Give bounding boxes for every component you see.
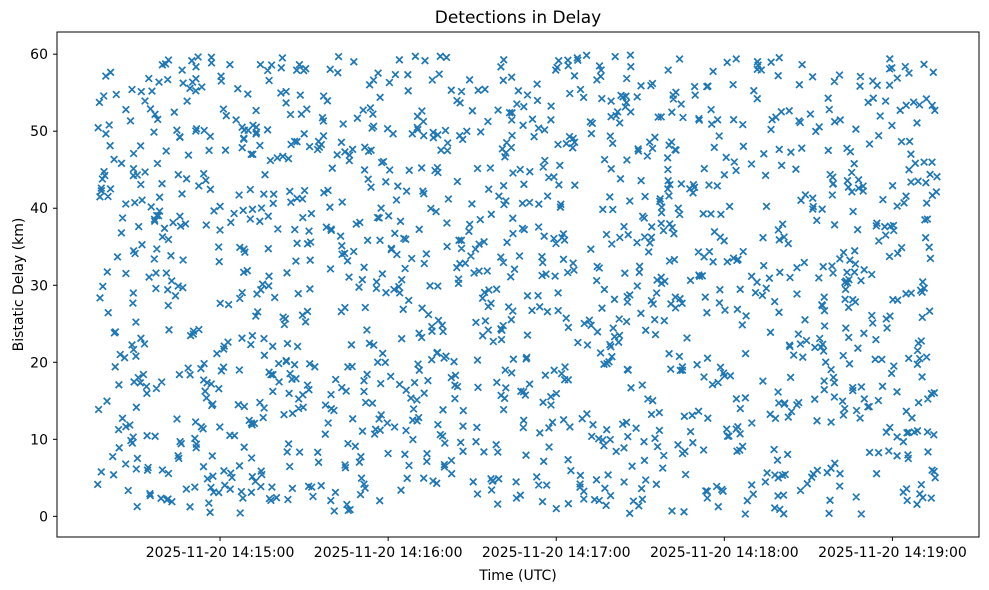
- y-tick-label: 0: [39, 509, 48, 525]
- y-tick-label: 60: [30, 47, 48, 63]
- y-tick-label: 10: [30, 432, 48, 448]
- x-tick-label: 2025-11-20 14:17:00: [482, 545, 631, 561]
- scatter-points: [93, 51, 941, 518]
- y-axis-ticks: 0 10 20 30 40 50 60: [30, 47, 57, 525]
- y-tick-label: 30: [30, 278, 48, 294]
- scatter-series-detections: [93, 51, 941, 518]
- y-tick-label: 40: [30, 201, 48, 217]
- chart-title: Detections in Delay: [435, 8, 602, 28]
- y-tick-label: 20: [30, 355, 48, 371]
- x-tick-label: 2025-11-20 14:18:00: [650, 545, 799, 561]
- x-axis-label: Time (UTC): [478, 568, 556, 584]
- plot-area: [57, 32, 979, 537]
- x-axis-ticks: 2025-11-20 14:15:00 2025-11-20 14:16:00 20…: [146, 537, 967, 561]
- y-axis-label: Bistatic Delay (km): [11, 218, 27, 352]
- x-tick-label: 2025-11-20 14:16:00: [314, 545, 463, 561]
- y-tick-label: 50: [30, 124, 48, 140]
- plot-border: [56, 31, 980, 538]
- x-tick-label: 2025-11-20 14:15:00: [146, 545, 295, 561]
- x-tick-label: 2025-11-20 14:19:00: [818, 545, 967, 561]
